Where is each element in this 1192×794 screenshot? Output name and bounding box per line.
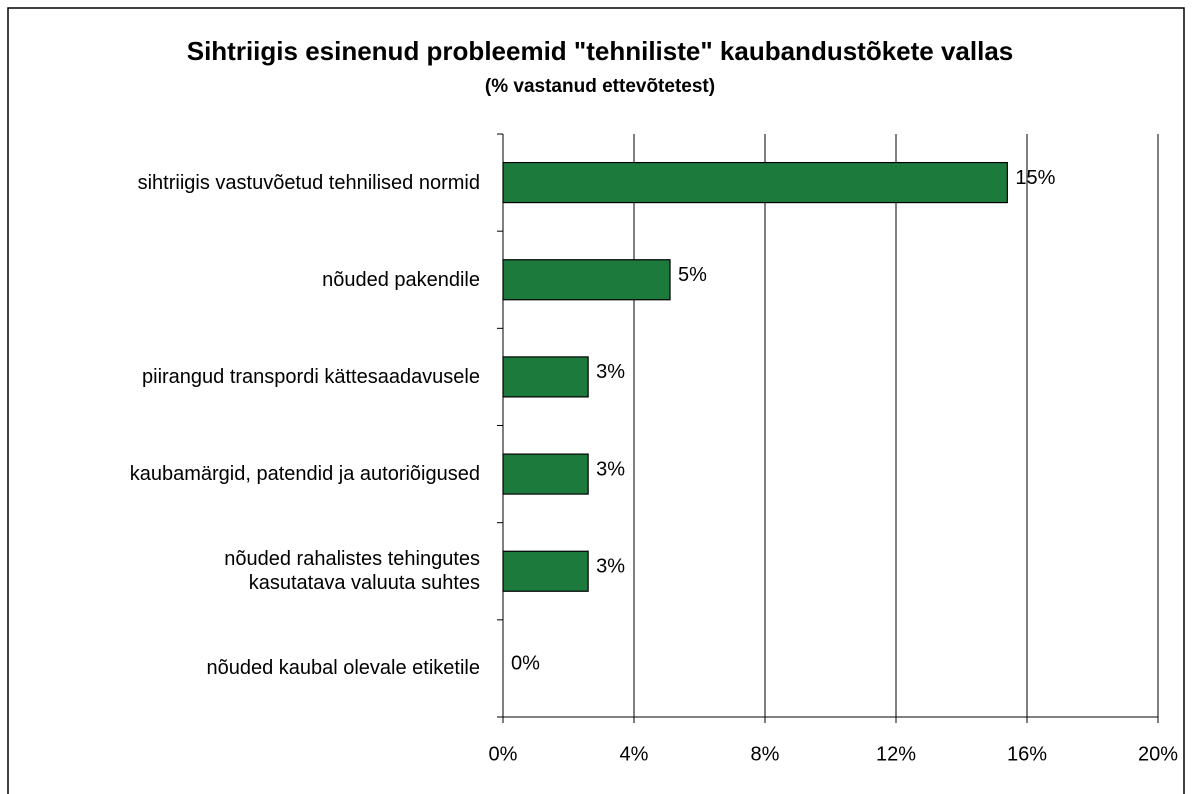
y-tick-label: nõuded kaubal olevale etiketile: [206, 657, 480, 680]
y-tick-label: nõuded pakendile: [322, 268, 480, 291]
x-tick-label: 4%: [620, 743, 649, 765]
value-label: 3%: [596, 556, 625, 578]
bar: [502, 356, 589, 398]
value-label: 3%: [596, 458, 625, 480]
x-tick-label: 8%: [751, 743, 780, 765]
x-tick-label: 16%: [1007, 743, 1047, 765]
bar: [502, 550, 589, 592]
chart-title: Sihtriigis esinenud probleemid "tehnilis…: [187, 36, 1014, 66]
value-label: 5%: [678, 264, 707, 286]
value-label: 0%: [511, 653, 540, 675]
y-tick-label: piirangud transpordi kättesaadavusele: [142, 365, 480, 388]
y-tick-label: sihtriigis vastuvõetud tehnilised normid: [137, 171, 480, 194]
bar: [502, 453, 589, 495]
frame: [7, 7, 1185, 794]
bar: [502, 161, 1008, 204]
value-label: 15%: [1015, 167, 1055, 189]
chart-subtitle: (% vastanud ettevõtetest): [485, 76, 715, 97]
y-tick-label: kaubamärgid, patendid ja autoriõigused: [129, 463, 480, 486]
x-tick-label: 12%: [876, 743, 916, 765]
value-label: 3%: [596, 361, 625, 383]
x-tick-label: 0%: [489, 743, 518, 765]
x-tick-label: 20%: [1138, 743, 1178, 765]
y-tick-label: nõuded rahalistes tehingutes kasutatava …: [224, 548, 480, 595]
bar: [502, 259, 671, 301]
